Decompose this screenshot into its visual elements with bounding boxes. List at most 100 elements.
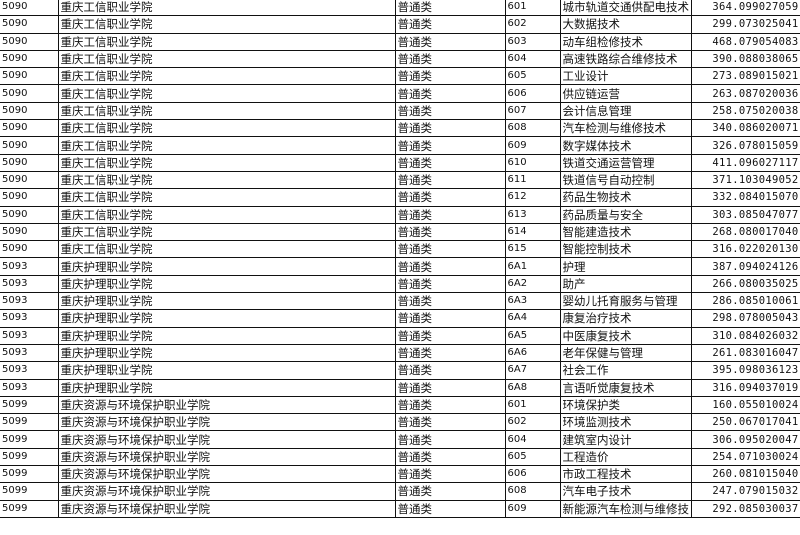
score-cell: 292.085030037 [690, 499, 800, 518]
school-name-cell: 重庆护理职业学院 [57, 274, 396, 294]
school-code-cell: 5090 [0, 15, 59, 34]
score-cell: 332.084015070 [690, 188, 800, 207]
school-name-cell: 重庆护理职业学院 [57, 343, 396, 363]
category-cell: 普通类 [394, 465, 506, 484]
category-cell: 普通类 [394, 119, 506, 138]
score-cell: 299.073025041 [690, 15, 800, 34]
major-code-cell: 606 [504, 465, 561, 484]
school-name-cell: 重庆工信职业学院 [57, 153, 396, 172]
category-cell: 普通类 [394, 240, 506, 259]
major-name-cell: 铁道交通运营管理 [559, 153, 692, 172]
school-name-cell: 重庆护理职业学院 [57, 361, 396, 380]
school-code-cell: 5093 [0, 274, 59, 294]
major-name-cell: 言语听觉康复技术 [559, 378, 692, 397]
school-name-cell: 重庆资源与环境保护职业学院 [57, 499, 396, 518]
school-name-cell: 重庆工信职业学院 [57, 32, 396, 51]
major-code-cell: 608 [504, 119, 561, 138]
school-code-cell: 5099 [0, 395, 59, 415]
school-name-cell: 重庆工信职业学院 [57, 101, 396, 121]
school-name-cell: 重庆护理职业学院 [57, 326, 396, 345]
major-name-cell: 助产 [559, 274, 692, 294]
major-name-cell: 会计信息管理 [559, 101, 692, 121]
major-code-cell: 605 [504, 447, 561, 467]
school-name-cell: 重庆工信职业学院 [57, 0, 396, 17]
school-code-cell: 5090 [0, 119, 59, 138]
score-cell: 316.094037019 [690, 378, 800, 397]
table-row: 5099 重庆资源与环境保护职业学院 普通类 604 建筑室内设计 306.0950200… [0, 430, 800, 449]
school-name-cell: 重庆资源与环境保护职业学院 [57, 482, 396, 501]
score-cell: 395.098036123 [690, 361, 800, 380]
major-name-cell: 社会工作 [559, 361, 692, 380]
table-body: 5090 重庆工信职业学院 普通类 601 城市轨道交通供配电技术 364.0990270… [0, 0, 800, 518]
admission-score-table: 5090 重庆工信职业学院 普通类 601 城市轨道交通供配电技术 364.0990270… [0, 0, 800, 518]
score-cell: 316.022020130 [690, 240, 800, 259]
school-code-cell: 5090 [0, 153, 59, 172]
score-cell: 387.094024126 [690, 257, 800, 276]
school-name-cell: 重庆护理职业学院 [57, 257, 396, 276]
major-name-cell: 工程造价 [559, 447, 692, 467]
score-cell: 298.078005043 [690, 309, 800, 328]
school-code-cell: 5093 [0, 257, 59, 276]
category-cell: 普通类 [394, 84, 506, 103]
category-cell: 普通类 [394, 0, 506, 17]
table-row: 5090 重庆工信职业学院 普通类 601 城市轨道交通供配电技术 364.0990270… [0, 0, 800, 17]
table-row: 5090 重庆工信职业学院 普通类 612 药品生物技术 332.084015070 [0, 188, 800, 207]
school-name-cell: 重庆工信职业学院 [57, 136, 396, 155]
school-code-cell: 5090 [0, 170, 59, 190]
school-code-cell: 5090 [0, 240, 59, 259]
category-cell: 普通类 [394, 274, 506, 294]
major-name-cell: 婴幼儿托育服务与管理 [559, 292, 692, 311]
major-name-cell: 汽车电子技术 [559, 482, 692, 501]
major-code-cell: 611 [504, 170, 561, 190]
major-name-cell: 康复治疗技术 [559, 309, 692, 328]
major-name-cell: 建筑室内设计 [559, 430, 692, 449]
table-row: 5093 重庆护理职业学院 普通类 6A6 老年保健与管理 261.083016047 [0, 343, 800, 363]
school-code-cell: 5090 [0, 84, 59, 103]
score-cell: 340.086020071 [690, 119, 800, 138]
school-code-cell: 5090 [0, 32, 59, 51]
table-row: 5090 重庆工信职业学院 普通类 610 铁道交通运营管理 411.096027117 [0, 153, 800, 172]
major-name-cell: 数字媒体技术 [559, 136, 692, 155]
major-code-cell: 603 [504, 32, 561, 51]
category-cell: 普通类 [394, 67, 506, 86]
table-row: 5090 重庆工信职业学院 普通类 615 智能控制技术 316.022020130 [0, 240, 800, 259]
table-row: 5099 重庆资源与环境保护职业学院 普通类 601 环境保护类 160.05501002… [0, 395, 800, 415]
school-code-cell: 5093 [0, 326, 59, 345]
category-cell: 普通类 [394, 499, 506, 518]
table-row: 5099 重庆资源与环境保护职业学院 普通类 605 工程造价 254.071030024 [0, 447, 800, 467]
major-code-cell: 609 [504, 136, 561, 155]
school-name-cell: 重庆资源与环境保护职业学院 [57, 430, 396, 449]
table-row: 5099 重庆资源与环境保护职业学院 普通类 602 环境监测技术 250.0670170… [0, 413, 800, 432]
major-name-cell: 环境保护类 [559, 395, 692, 415]
school-code-cell: 5099 [0, 499, 59, 518]
school-code-cell: 5099 [0, 430, 59, 449]
school-name-cell: 重庆工信职业学院 [57, 49, 396, 69]
table-row: 5090 重庆工信职业学院 普通类 605 工业设计 273.089015021 [0, 67, 800, 86]
table-row: 5093 重庆护理职业学院 普通类 6A4 康复治疗技术 298.078005043 [0, 309, 800, 328]
major-code-cell: 608 [504, 482, 561, 501]
category-cell: 普通类 [394, 430, 506, 449]
school-code-cell: 5099 [0, 413, 59, 432]
major-code-cell: 602 [504, 413, 561, 432]
school-code-cell: 5093 [0, 343, 59, 363]
table-row: 5090 重庆工信职业学院 普通类 603 动车组检修技术 468.079054083 [0, 32, 800, 51]
school-code-cell: 5093 [0, 309, 59, 328]
table-row: 5090 重庆工信职业学院 普通类 614 智能建造技术 268.080017040 [0, 222, 800, 242]
category-cell: 普通类 [394, 326, 506, 345]
category-cell: 普通类 [394, 205, 506, 224]
major-code-cell: 601 [504, 0, 561, 17]
major-name-cell: 智能控制技术 [559, 240, 692, 259]
major-name-cell: 高速铁路综合维修技术 [559, 49, 692, 69]
table-row: 5099 重庆资源与环境保护职业学院 普通类 608 汽车电子技术 247.0790150… [0, 482, 800, 501]
score-cell: 468.079054083 [690, 32, 800, 51]
school-code-cell: 5099 [0, 465, 59, 484]
table-row: 5093 重庆护理职业学院 普通类 6A8 言语听觉康复技术 316.094037019 [0, 378, 800, 397]
category-cell: 普通类 [394, 32, 506, 51]
score-cell: 258.075020038 [690, 101, 800, 121]
major-code-cell: 601 [504, 395, 561, 415]
major-name-cell: 铁道信号自动控制 [559, 170, 692, 190]
school-code-cell: 5093 [0, 378, 59, 397]
major-name-cell: 工业设计 [559, 67, 692, 86]
major-code-cell: 6A6 [504, 343, 561, 363]
category-cell: 普通类 [394, 361, 506, 380]
